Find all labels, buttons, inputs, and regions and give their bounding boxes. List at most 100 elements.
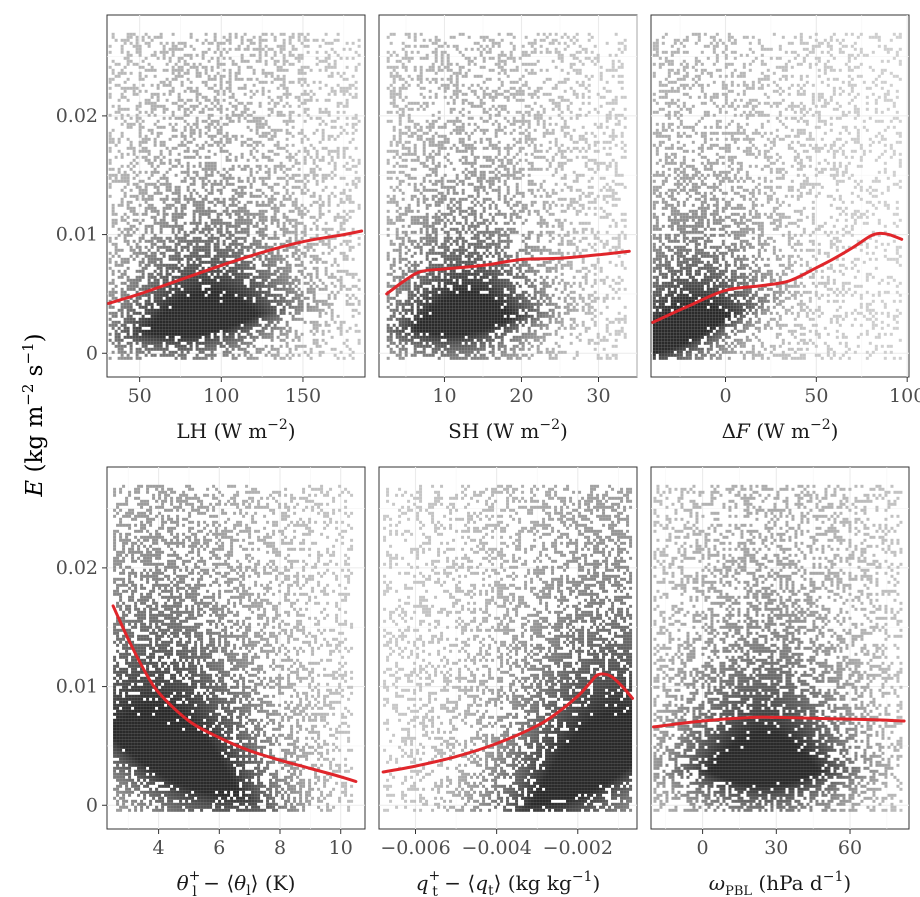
density-bin bbox=[225, 131, 229, 135]
density-bin bbox=[276, 281, 280, 285]
density-bin bbox=[497, 62, 501, 66]
density-bin bbox=[575, 80, 579, 84]
density-bin bbox=[458, 128, 462, 132]
density-bin bbox=[198, 323, 202, 327]
density-bin bbox=[279, 329, 283, 333]
density-bin bbox=[111, 272, 115, 276]
density-bin bbox=[395, 53, 399, 57]
density-bin bbox=[138, 239, 142, 243]
density-bin bbox=[252, 71, 256, 75]
density-bin bbox=[186, 257, 190, 261]
density-bin bbox=[135, 113, 139, 117]
density-bin bbox=[333, 275, 337, 279]
density-bin bbox=[231, 329, 235, 333]
density-bin bbox=[174, 47, 178, 51]
density-bin bbox=[419, 71, 423, 75]
density-bin bbox=[392, 65, 396, 69]
density-bin bbox=[228, 167, 232, 171]
density-bin bbox=[345, 197, 349, 201]
density-bin bbox=[500, 80, 504, 84]
density-bin bbox=[345, 65, 349, 69]
density-bin bbox=[309, 290, 313, 294]
density-bin bbox=[270, 47, 274, 51]
density-bin bbox=[195, 143, 199, 147]
density-bin bbox=[611, 128, 615, 132]
density-bin bbox=[392, 89, 396, 93]
density-bin bbox=[234, 209, 238, 213]
density-bin bbox=[348, 197, 352, 201]
density-bin bbox=[186, 317, 190, 321]
density-bin bbox=[207, 323, 211, 327]
density-bin bbox=[225, 272, 229, 276]
density-bin bbox=[348, 233, 352, 237]
density-bin bbox=[174, 236, 178, 240]
density-bin bbox=[252, 236, 256, 240]
density-bin bbox=[258, 257, 262, 261]
density-bin bbox=[189, 53, 193, 57]
density-bin bbox=[159, 341, 163, 345]
density-bin bbox=[126, 326, 130, 330]
density-bin bbox=[512, 80, 516, 84]
density-bin bbox=[261, 227, 265, 231]
density-bin bbox=[288, 347, 292, 351]
density-bin bbox=[216, 170, 220, 174]
density-bin bbox=[249, 119, 253, 123]
density-bin bbox=[279, 44, 283, 48]
density-bin bbox=[267, 155, 271, 159]
density-bin bbox=[452, 119, 456, 123]
density-bin bbox=[249, 326, 253, 330]
density-bin bbox=[138, 101, 142, 105]
density-bin bbox=[270, 194, 274, 198]
density-bin bbox=[108, 194, 112, 198]
density-bin bbox=[141, 284, 145, 288]
density-bin bbox=[168, 335, 172, 339]
density-bin bbox=[620, 95, 624, 99]
density-bin bbox=[416, 77, 420, 81]
density-bin bbox=[153, 320, 157, 324]
density-bin bbox=[135, 35, 139, 39]
density-bin bbox=[300, 299, 304, 303]
density-bin bbox=[120, 302, 124, 306]
density-bin bbox=[270, 134, 274, 138]
density-bin bbox=[339, 197, 343, 201]
density-bin bbox=[147, 41, 151, 45]
density-bin bbox=[186, 341, 190, 345]
density-bin bbox=[171, 71, 175, 75]
density-bin bbox=[183, 344, 187, 348]
density-bin bbox=[114, 245, 118, 249]
density-bin bbox=[183, 305, 187, 309]
density-bin bbox=[434, 71, 438, 75]
density-bin bbox=[201, 272, 205, 276]
density-bin bbox=[174, 356, 178, 360]
density-bin bbox=[288, 104, 292, 108]
density-bin bbox=[306, 272, 310, 276]
density-bin bbox=[536, 86, 540, 90]
density-bin bbox=[261, 278, 265, 282]
density-bin bbox=[243, 320, 247, 324]
density-bin bbox=[162, 197, 166, 201]
density-bin bbox=[222, 167, 226, 171]
density-bin bbox=[231, 242, 235, 246]
density-bin bbox=[342, 155, 346, 159]
density-bin bbox=[186, 107, 190, 111]
density-bin bbox=[189, 326, 193, 330]
density-bin bbox=[276, 224, 280, 228]
density-bin bbox=[237, 323, 241, 327]
density-bin bbox=[536, 113, 540, 117]
density-bin bbox=[204, 155, 208, 159]
density-bin bbox=[189, 311, 193, 315]
density-bin bbox=[389, 140, 393, 144]
density-bin bbox=[255, 275, 259, 279]
density-bin bbox=[315, 275, 319, 279]
density-bin bbox=[144, 56, 148, 60]
density-bin bbox=[303, 281, 307, 285]
density-bin bbox=[120, 164, 124, 168]
density-bin bbox=[144, 254, 148, 258]
density-bin bbox=[132, 146, 136, 150]
density-bin bbox=[162, 254, 166, 258]
density-bin bbox=[434, 47, 438, 51]
density-bin bbox=[312, 173, 316, 177]
density-bin bbox=[153, 167, 157, 171]
density-bin bbox=[255, 347, 259, 351]
density-bin bbox=[216, 272, 220, 276]
